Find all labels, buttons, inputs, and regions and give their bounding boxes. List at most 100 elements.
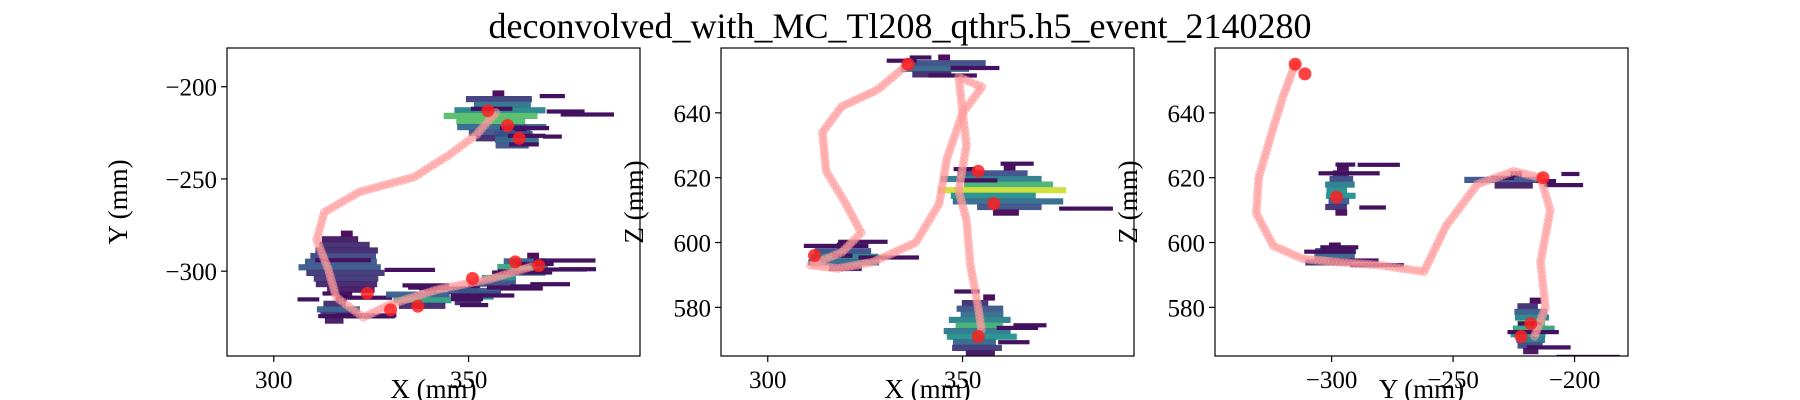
x-tick-label: 350: [450, 367, 488, 394]
hit-cluster: [297, 230, 435, 302]
y-tick-label: 620: [674, 166, 712, 193]
axes-frame: [1214, 47, 1629, 357]
y-tick-label: 620: [1168, 166, 1206, 193]
hit-row: [1325, 181, 1355, 188]
hit-row: [476, 280, 516, 287]
y-tick-label: 640: [674, 101, 712, 128]
hit-row: [900, 65, 970, 72]
subplot-xz: 300 350 640 620 600 580 X (mm) Z (mm): [619, 47, 1135, 400]
hit-row: [977, 203, 1042, 211]
hit-dash: [1561, 171, 1580, 177]
blob-point: [360, 286, 374, 300]
hit-row: [1510, 331, 1546, 338]
blob-point: [901, 57, 915, 71]
hit-dash: [1335, 162, 1356, 167]
hit-cluster: [1318, 162, 1400, 216]
y-tick-label: 580: [1168, 295, 1206, 322]
hit-row: [327, 286, 375, 293]
hit-dash: [1000, 161, 1034, 166]
blob-point: [1514, 330, 1528, 343]
y-tick-label: 600: [674, 231, 712, 258]
blob-point: [1330, 190, 1343, 204]
hit-dash: [996, 325, 1039, 330]
hit-row: [1329, 175, 1354, 183]
plot-area: [297, 90, 614, 324]
hit-dash: [1304, 249, 1356, 254]
blob-point: [512, 131, 526, 145]
x-axis-label: X (mm): [884, 374, 970, 400]
hit-dash: [459, 303, 489, 308]
y-tick-label: 600: [1168, 231, 1206, 258]
blob-markers: [1288, 57, 1550, 343]
blob-point: [971, 330, 985, 343]
hit-row: [1325, 203, 1347, 211]
hit-row: [901, 60, 986, 67]
hit-dash: [533, 258, 596, 263]
hit-dash: [1318, 171, 1380, 176]
plot-area: [803, 54, 1113, 356]
hit-row: [324, 317, 344, 324]
hit-dash: [539, 94, 565, 99]
figure-title: deconvolved_with_MC_Tl208_qthr5.h5_event…: [489, 6, 1312, 46]
y-axis-label: Y (mm): [103, 159, 133, 244]
hit-row: [965, 350, 995, 356]
hit-dash: [1059, 206, 1113, 211]
hit-dash: [408, 285, 432, 290]
hit-dash: [402, 283, 449, 288]
hit-row: [448, 287, 502, 294]
blob-point: [481, 104, 495, 118]
hit-dash: [315, 258, 371, 263]
axes-frame: [720, 47, 1135, 357]
subplot-yz: −300 −250 −200 640 620 600 580 Y (mm) Z (mm): [1113, 47, 1629, 400]
hit-dash: [909, 55, 932, 60]
hit-row: [1326, 187, 1348, 194]
x-axis-label: X (mm): [390, 374, 476, 400]
hit-row: [1494, 182, 1533, 189]
hit-dash: [1526, 345, 1571, 350]
hit-row: [316, 306, 360, 313]
x-tick-label: −250: [1427, 367, 1479, 394]
hit-row: [1335, 209, 1348, 216]
hit-row: [315, 281, 378, 288]
axes-frame: [226, 47, 641, 357]
hit-dash: [998, 340, 1030, 345]
blob-point: [1298, 67, 1312, 81]
mc-track: [1251, 59, 1555, 341]
hit-row: [473, 101, 531, 108]
blob-point: [1288, 57, 1302, 71]
y-tick-label: −200: [165, 75, 217, 102]
subplot-xy: 300 350 −200 −250 −300 X (mm) Y (mm): [103, 47, 641, 400]
blob-point: [532, 259, 546, 273]
hit-row: [1529, 297, 1542, 304]
x-tick-label: 300: [749, 367, 787, 394]
blob-point: [808, 249, 821, 262]
blob-point: [508, 255, 522, 269]
blob-point: [971, 164, 985, 178]
hit-dash: [318, 314, 357, 319]
y-tick-label: 640: [1168, 101, 1206, 128]
plot-area: [1251, 57, 1620, 356]
hit-dash: [560, 112, 614, 117]
hit-row: [475, 135, 512, 142]
hit-row: [393, 297, 452, 304]
hit-dash: [297, 297, 320, 302]
hit-row: [1523, 348, 1539, 355]
blob-point: [1524, 317, 1538, 331]
hit-dash: [1357, 162, 1400, 167]
x-tick-label: 300: [255, 367, 293, 394]
hit-dash: [1013, 323, 1047, 328]
hit-row: [1517, 303, 1538, 310]
hit-dash: [543, 134, 562, 139]
hit-dash: [803, 243, 869, 248]
y-axis-label: Z (mm): [1113, 160, 1143, 243]
hit-dash: [499, 126, 550, 131]
hit-row: [952, 339, 996, 346]
hit-dash: [530, 282, 570, 287]
hit-dash: [510, 284, 543, 289]
hit-row: [808, 259, 880, 266]
hit-row: [957, 170, 1028, 177]
hit-row: [323, 300, 346, 307]
hit-row: [310, 253, 376, 260]
hit-dash: [450, 293, 515, 298]
hit-row: [938, 187, 1067, 194]
